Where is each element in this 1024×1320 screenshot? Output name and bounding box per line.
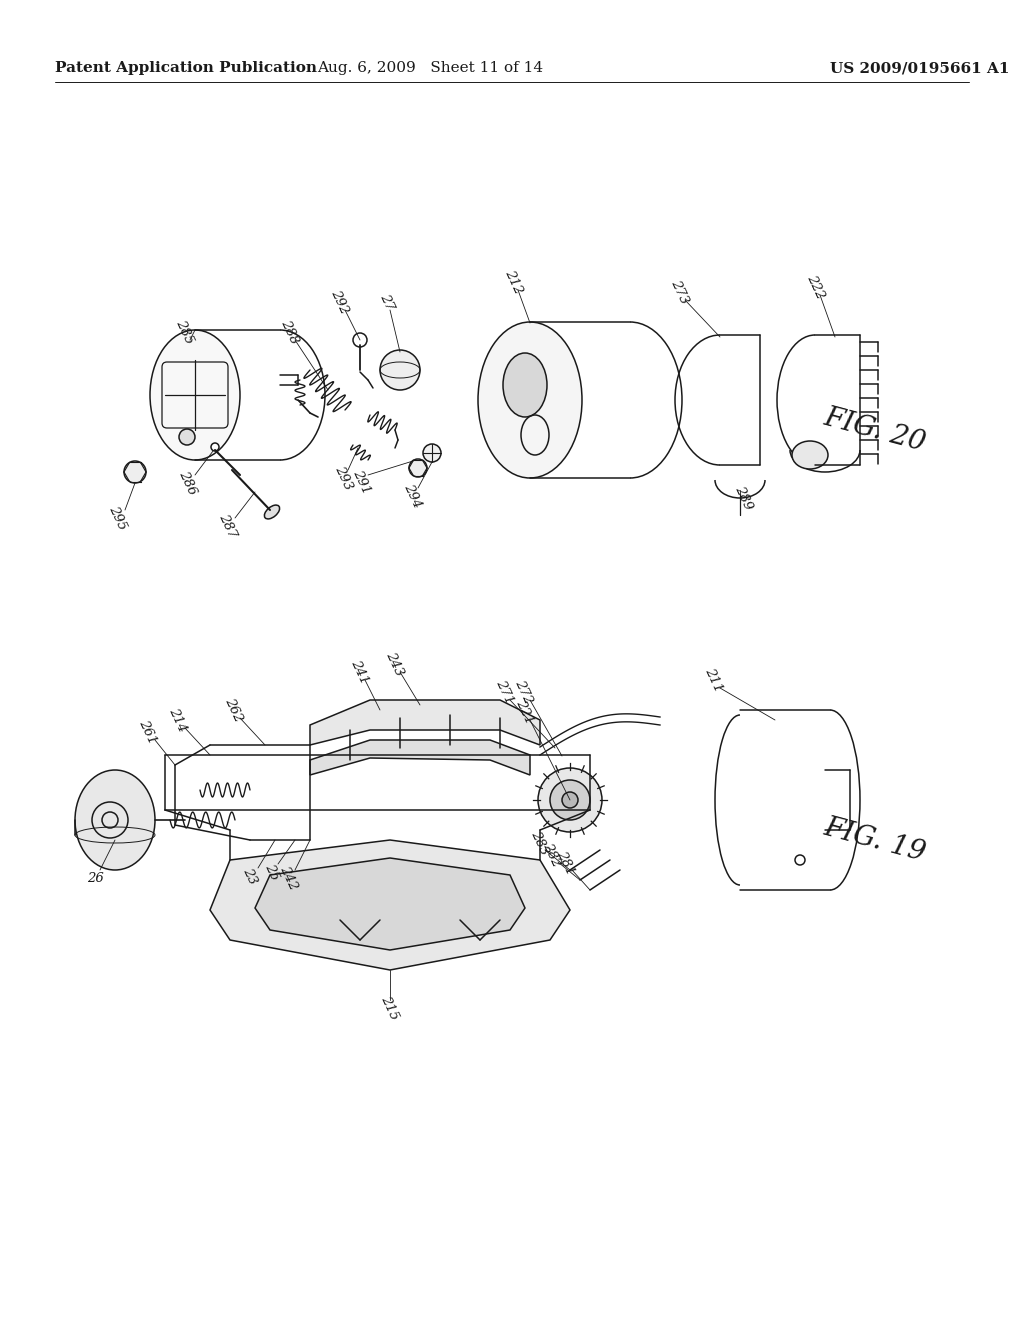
Text: 292: 292 [329, 288, 351, 315]
Circle shape [380, 350, 420, 389]
Circle shape [353, 333, 367, 347]
Text: 271: 271 [494, 678, 516, 706]
Text: 262: 262 [223, 696, 245, 725]
Text: 272: 272 [513, 678, 536, 706]
Text: 289: 289 [733, 484, 756, 512]
Circle shape [538, 768, 602, 832]
Polygon shape [255, 858, 525, 950]
Polygon shape [310, 700, 540, 744]
Circle shape [211, 444, 219, 451]
Text: 221: 221 [514, 698, 537, 726]
Text: 283: 283 [528, 829, 551, 857]
Text: 242: 242 [278, 863, 300, 892]
Circle shape [795, 855, 805, 865]
Ellipse shape [150, 330, 240, 459]
Ellipse shape [478, 322, 582, 478]
Text: 26: 26 [87, 871, 103, 884]
Text: 214: 214 [167, 706, 189, 734]
Ellipse shape [264, 506, 280, 519]
Text: 293: 293 [333, 463, 355, 492]
Text: 261: 261 [137, 718, 159, 746]
Text: 215: 215 [379, 994, 401, 1022]
Text: 286: 286 [177, 469, 200, 498]
Text: Aug. 6, 2009   Sheet 11 of 14: Aug. 6, 2009 Sheet 11 of 14 [317, 61, 543, 75]
Circle shape [550, 780, 590, 820]
Polygon shape [210, 840, 570, 970]
Text: 222: 222 [805, 273, 827, 301]
Text: 282: 282 [541, 841, 563, 869]
Text: 241: 241 [349, 657, 372, 686]
Text: 27: 27 [378, 292, 396, 313]
Text: US 2009/0195661 A1: US 2009/0195661 A1 [830, 61, 1010, 75]
Circle shape [179, 429, 195, 445]
Text: 291: 291 [351, 467, 373, 496]
Text: 285: 285 [174, 318, 197, 346]
Polygon shape [310, 741, 530, 775]
Circle shape [124, 461, 146, 483]
Text: 243: 243 [384, 649, 407, 678]
Text: 211: 211 [702, 665, 725, 694]
Ellipse shape [503, 352, 547, 417]
Ellipse shape [792, 441, 828, 469]
Text: 287: 287 [217, 512, 240, 540]
Circle shape [562, 792, 578, 808]
Text: 295: 295 [106, 504, 129, 532]
Text: 273: 273 [669, 279, 691, 306]
Text: 25: 25 [262, 862, 282, 882]
Circle shape [423, 444, 441, 462]
Text: 212: 212 [503, 268, 525, 296]
Text: FIG. 20: FIG. 20 [821, 404, 929, 457]
Text: FIG. 19: FIG. 19 [821, 813, 929, 866]
Text: 23: 23 [241, 866, 259, 886]
Text: 294: 294 [401, 482, 424, 510]
Text: Patent Application Publication: Patent Application Publication [55, 61, 317, 75]
Ellipse shape [75, 770, 155, 870]
Text: 288: 288 [279, 318, 301, 346]
Text: 281: 281 [555, 849, 578, 876]
Circle shape [409, 459, 427, 477]
